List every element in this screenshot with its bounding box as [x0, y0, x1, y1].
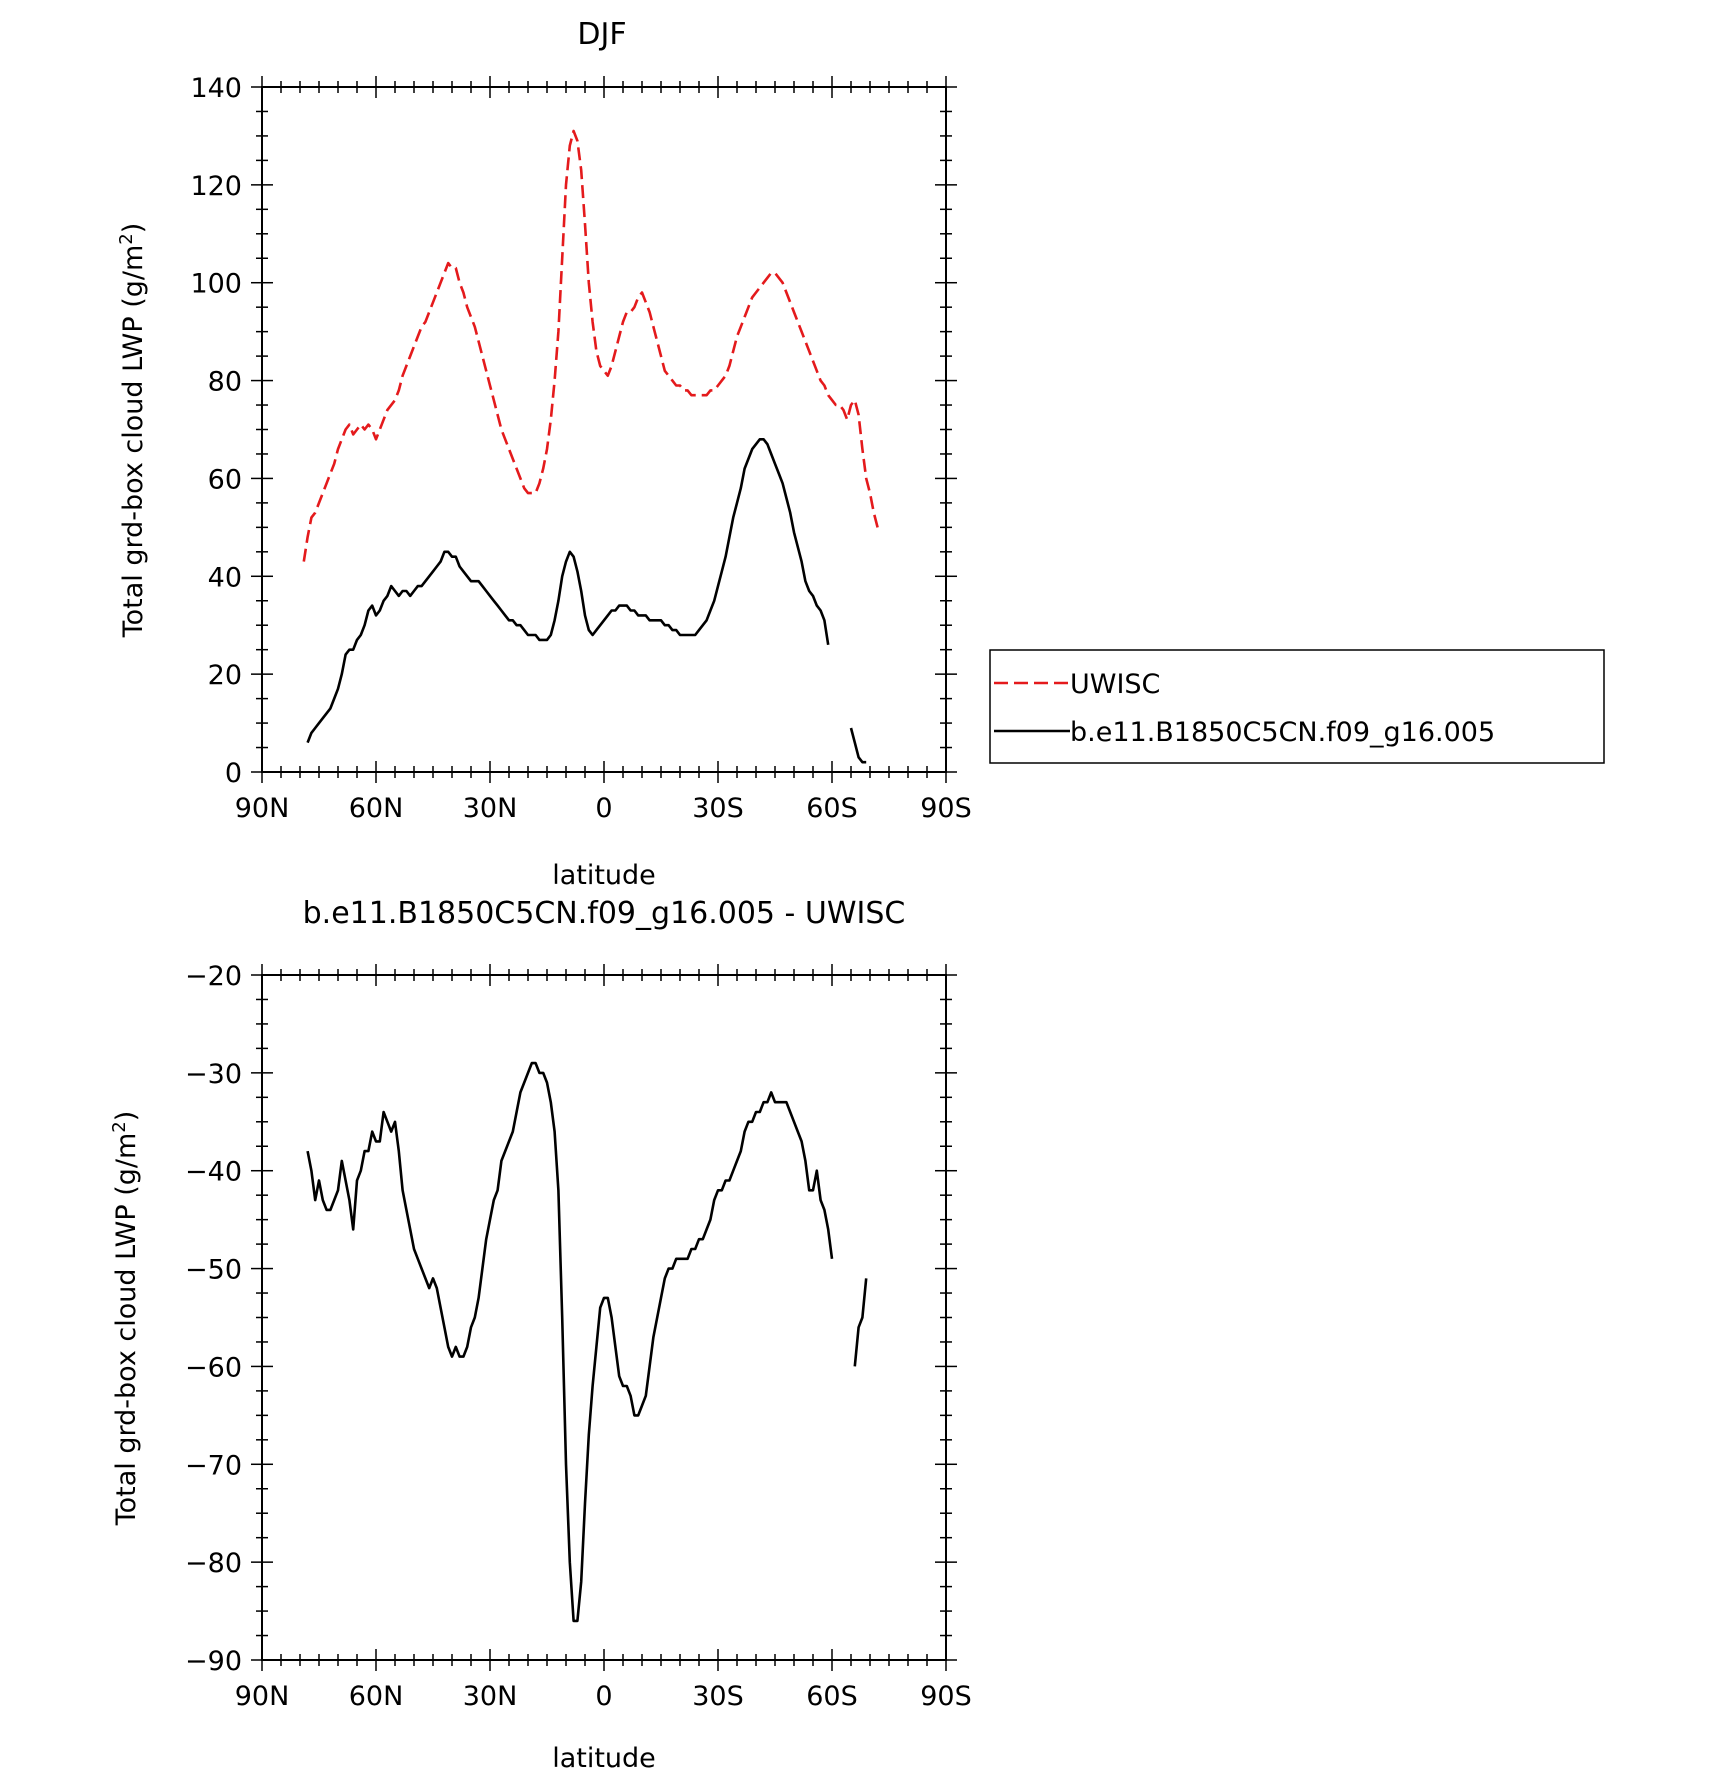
xlabel-top: latitude: [552, 860, 656, 891]
title-bottom: b.e11.B1850C5CN.f09_g16.005 - UWISC: [303, 896, 906, 931]
x-tick-label: 60S: [806, 1681, 858, 1712]
x-tick-label: 30N: [463, 793, 518, 824]
series-line-1-seg-1: [849, 727, 867, 764]
panel-top: DJF 90N 60N 30N 0 30S 60S 90S 0 20 40 60 80 100 120 14…: [116, 17, 972, 891]
y-tick-label: −30: [185, 1059, 242, 1090]
y-tick-label: −50: [185, 1255, 242, 1286]
series-line-0-seg-0: [302, 129, 879, 562]
x-tick-label: 30S: [692, 1681, 744, 1712]
y-tick-label: 100: [190, 269, 242, 300]
ticks-bottom: 90N 60N 30N 0 30S 60S 90S −90 −80 −70 −60 −50 −40 −30…: [185, 961, 972, 1712]
y-tick-label: 140: [190, 73, 242, 104]
legend: UWISC b.e11.B1850C5CN.f09_g16.005: [989, 649, 1605, 764]
x-tick-label: 90S: [920, 1681, 972, 1712]
ylabel-top: Total grd-box cloud LWP (g/m2): [116, 223, 150, 639]
x-tick-label: 90N: [235, 793, 290, 824]
x-tick-label: 60N: [349, 793, 404, 824]
lines-top: [302, 129, 879, 764]
y-tick-label: −90: [185, 1646, 242, 1677]
y-tick-label: −20: [185, 961, 242, 992]
y-tick-label: 40: [208, 562, 242, 593]
x-tick-label: 60S: [806, 793, 858, 824]
x-tick-label: 90S: [920, 793, 972, 824]
y-tick-label: −80: [185, 1548, 242, 1579]
series-line-0-seg-0: [306, 1061, 834, 1623]
y-tick-label: 80: [208, 367, 242, 398]
x-tick-label: 0: [595, 1681, 612, 1712]
xlabel-bottom: latitude: [552, 1743, 656, 1774]
x-tick-label: 90N: [235, 1681, 290, 1712]
x-tick-label: 30N: [463, 1681, 518, 1712]
y-tick-label: 120: [190, 171, 242, 202]
y-tick-label: −60: [185, 1352, 242, 1383]
legend-label-uwisc: UWISC: [1070, 669, 1160, 700]
series-line-0-seg-1: [853, 1278, 868, 1367]
series-line-1-seg-0: [306, 438, 830, 744]
x-tick-label: 60N: [349, 1681, 404, 1712]
y-tick-label: 0: [225, 758, 242, 789]
title-top: DJF: [577, 17, 626, 52]
x-tick-label: 30S: [692, 793, 744, 824]
lines-bottom: [306, 1061, 868, 1623]
y-tick-label: −70: [185, 1450, 242, 1481]
plot-frame-bottom: [261, 974, 947, 1661]
y-tick-label: 20: [208, 660, 242, 691]
panel-bottom: b.e11.B1850C5CN.f09_g16.005 - UWISC 90N 6…: [109, 896, 972, 1774]
y-tick-label: −40: [185, 1157, 242, 1188]
x-tick-label: 0: [595, 793, 612, 824]
y-tick-label: 60: [208, 464, 242, 495]
legend-box: [989, 649, 1605, 764]
ticks-top: 90N 60N 30N 0 30S 60S 90S 0 20 40 60 80 100 120 140: [190, 73, 971, 824]
legend-label-model: b.e11.B1850C5CN.f09_g16.005: [1070, 717, 1495, 748]
ylabel-bottom: Total grd-box cloud LWP (g/m2): [109, 1111, 143, 1527]
